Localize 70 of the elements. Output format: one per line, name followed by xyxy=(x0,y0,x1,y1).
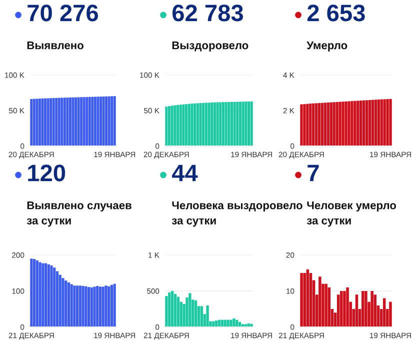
bar xyxy=(47,264,50,327)
bar xyxy=(382,298,386,327)
bar xyxy=(70,284,73,327)
bar xyxy=(96,286,99,327)
bar xyxy=(364,291,368,327)
bar xyxy=(300,273,303,327)
bar xyxy=(389,302,392,327)
bar xyxy=(370,291,374,327)
bar xyxy=(206,305,209,327)
bar xyxy=(82,286,84,327)
bar xyxy=(324,284,328,327)
bar xyxy=(90,287,93,327)
chart-subtitle: Человека выздоровело за сутки xyxy=(172,202,302,227)
bar xyxy=(58,274,62,327)
bar xyxy=(108,286,110,327)
bar xyxy=(44,263,48,327)
bar xyxy=(38,262,42,327)
bar xyxy=(186,297,188,327)
bar xyxy=(113,284,116,327)
bar xyxy=(93,286,96,327)
bar xyxy=(309,273,312,327)
bar xyxy=(30,258,33,327)
bar xyxy=(165,296,168,327)
bar xyxy=(346,287,349,327)
bar xyxy=(42,263,44,327)
chart-title: 2 653 xyxy=(307,4,365,22)
chart-subtitle: Человек умерло за сутки xyxy=(306,202,396,227)
bar xyxy=(303,273,306,327)
chart-title: 120 xyxy=(28,164,66,182)
bar xyxy=(73,286,76,327)
chart-subtitle: Выявлено xyxy=(27,42,84,50)
bar xyxy=(110,284,113,327)
bar xyxy=(78,286,82,327)
bar xyxy=(226,320,230,327)
chart-subtitle: Умерло xyxy=(306,42,348,52)
bar xyxy=(318,276,322,327)
chart-title: 44 xyxy=(172,164,198,182)
bar xyxy=(188,293,192,327)
bar xyxy=(64,280,68,327)
bar xyxy=(168,292,171,327)
bar xyxy=(62,278,64,327)
bar xyxy=(50,265,53,327)
chart-title: 70 276 xyxy=(28,4,98,22)
bar xyxy=(194,300,198,327)
bar xyxy=(53,268,56,327)
bar xyxy=(306,269,310,327)
bar xyxy=(102,286,104,327)
chart-subtitle: Выздоровело xyxy=(172,42,248,52)
bar xyxy=(56,271,59,327)
chart-title: 7 xyxy=(308,164,319,182)
bar xyxy=(98,286,102,327)
chart-title: 62 783 xyxy=(172,4,243,22)
bar xyxy=(67,282,70,327)
bar xyxy=(343,291,346,327)
bar xyxy=(230,320,232,327)
bar xyxy=(36,260,38,327)
bar xyxy=(171,291,174,327)
chart-subtitle: Выявлено случаев за сутки xyxy=(26,202,132,227)
bar xyxy=(232,318,236,327)
bar xyxy=(104,286,108,327)
bar xyxy=(212,321,215,327)
bar xyxy=(200,306,203,327)
bar xyxy=(87,287,90,327)
bar xyxy=(340,291,343,327)
bar xyxy=(84,286,88,327)
bar xyxy=(250,324,253,327)
bar xyxy=(33,258,36,327)
bar xyxy=(176,296,180,327)
bar xyxy=(174,294,177,327)
bar xyxy=(76,286,79,327)
